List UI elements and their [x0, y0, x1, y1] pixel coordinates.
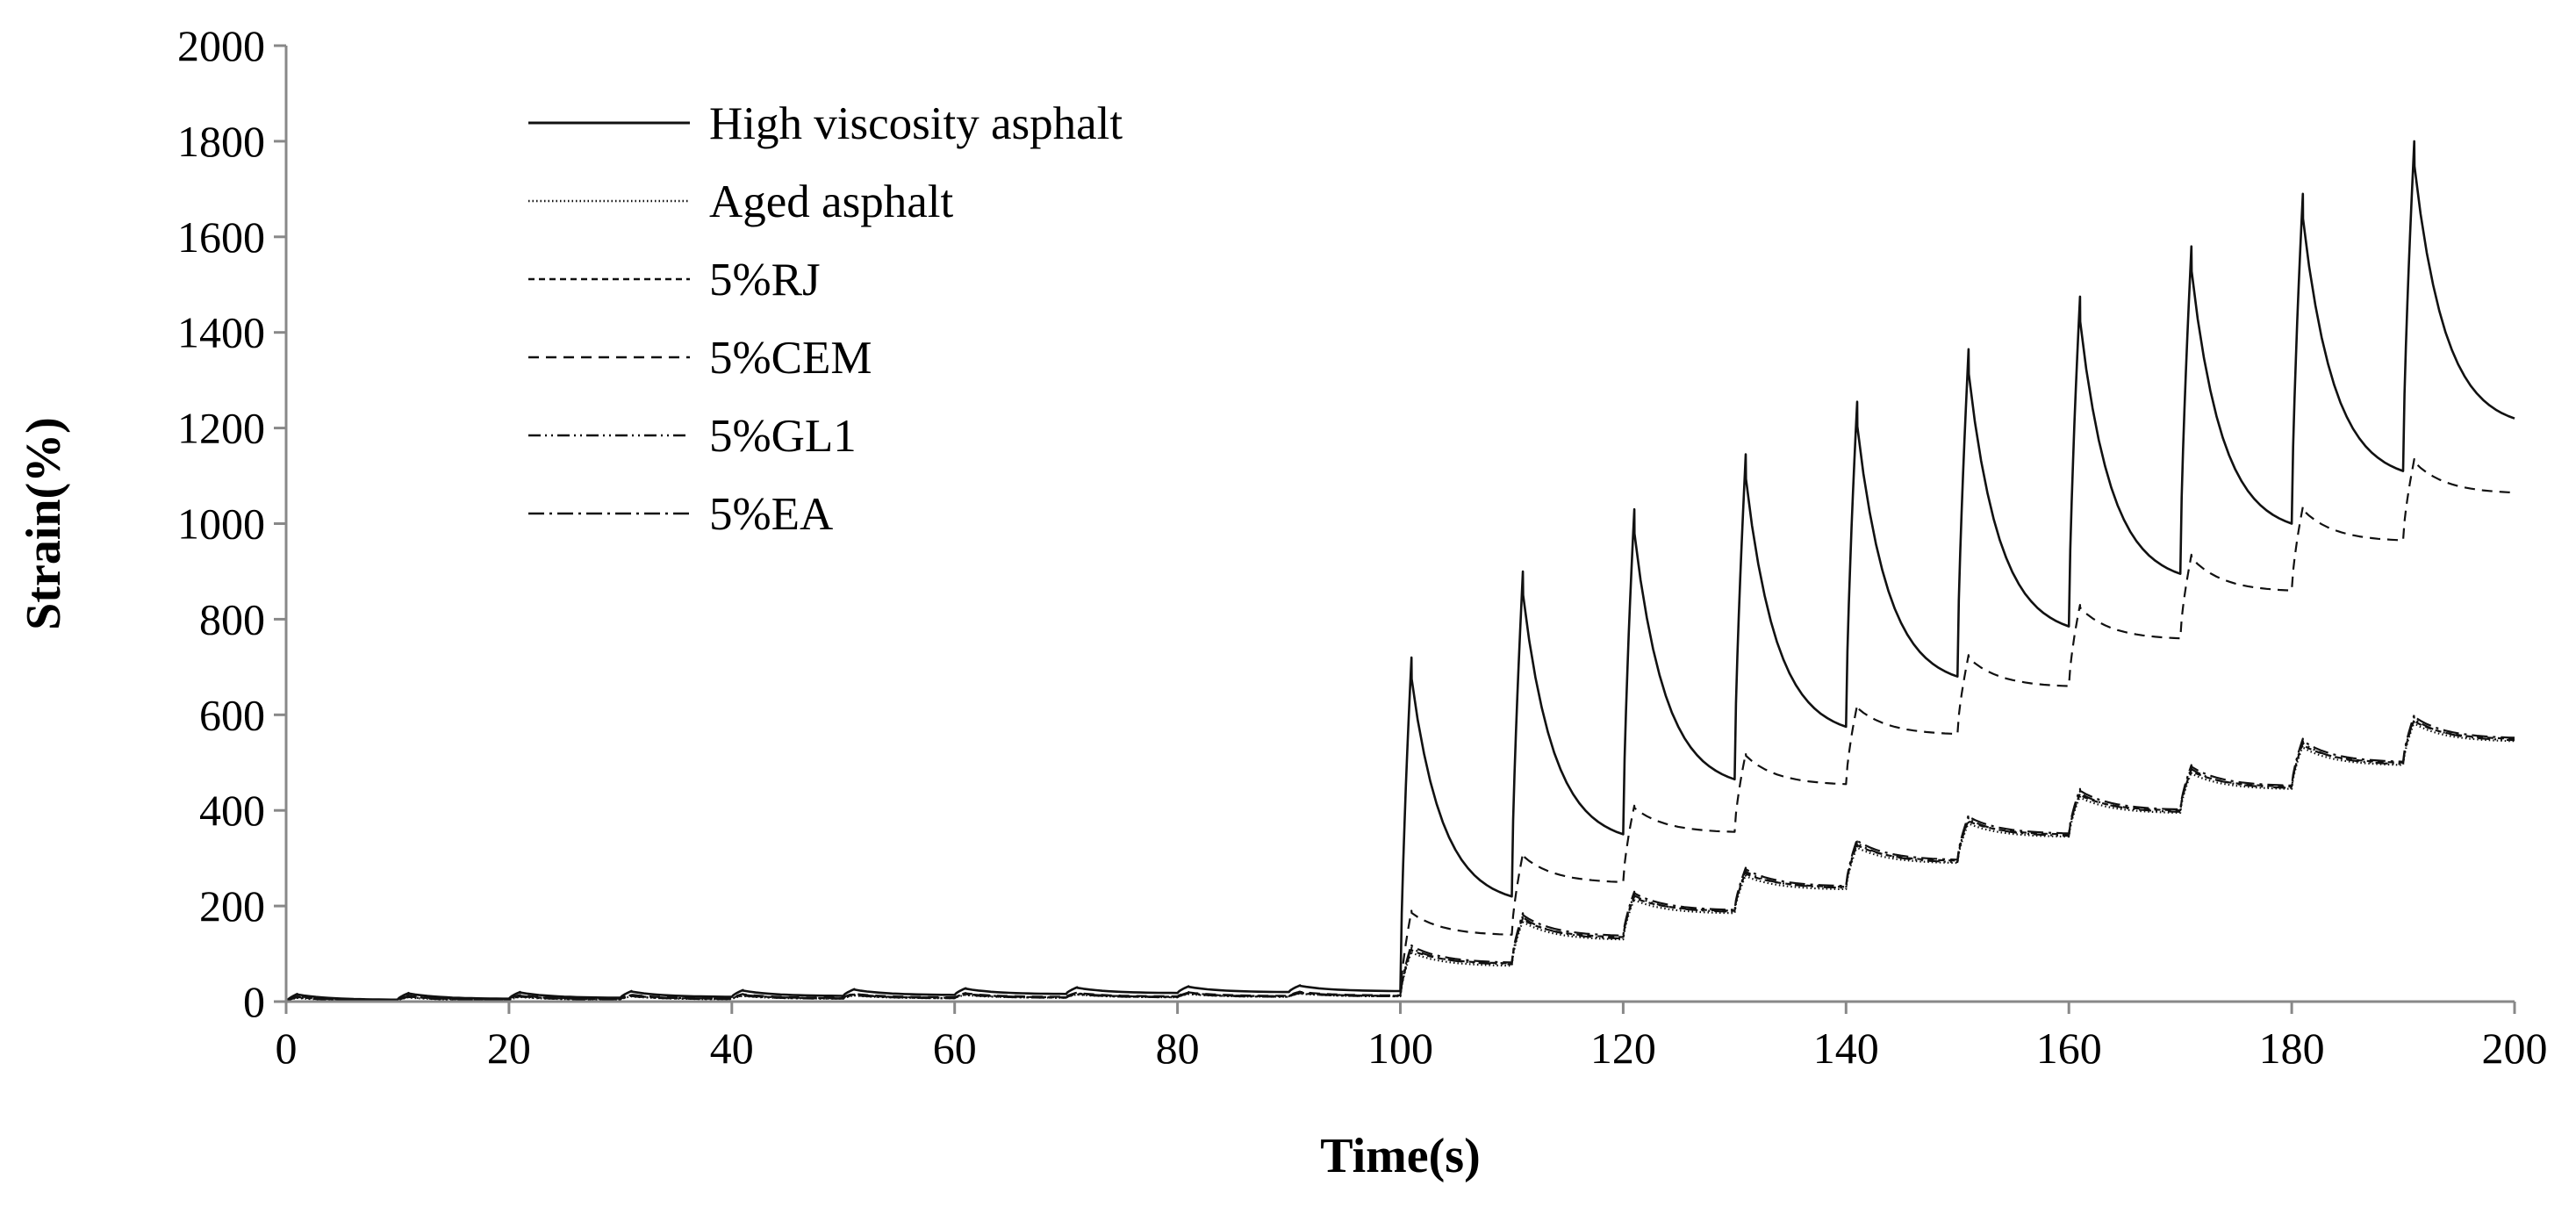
y-tick-label: 2000: [177, 21, 265, 70]
legend-label: 5%CEM: [709, 333, 872, 384]
series-layer: [284, 140, 2515, 1002]
legend-entry-5pct-rj: 5%RJ: [528, 255, 821, 305]
axes-layer: 0 200 400 600 800 1000 1200 1400 1600 1800 2000 0 20…: [17, 21, 2548, 1183]
y-tick-label: 200: [199, 881, 265, 930]
series-line-5pct-ea: [285, 714, 2515, 1002]
x-tick-label: 40: [710, 1024, 754, 1073]
legend-entry-5pct-cem: 5%CEM: [528, 333, 872, 384]
legend-label: 5%GL1: [709, 411, 857, 462]
x-tick-label: 140: [1813, 1024, 1879, 1073]
y-tick-label: 1800: [177, 117, 265, 166]
y-tick-label: 0: [243, 977, 265, 1026]
legend-entry-high-viscosity-asphalt: High viscosity asphalt: [528, 98, 1123, 149]
legend-label: Aged asphalt: [709, 176, 953, 227]
y-tick-label: 400: [199, 786, 265, 835]
legend-entry-aged-asphalt: Aged asphalt: [528, 176, 953, 227]
y-tick-label: 1600: [177, 212, 265, 262]
x-tick-label: 60: [933, 1024, 977, 1073]
x-tick-label: 120: [1590, 1024, 1656, 1073]
legend-label: 5%EA: [709, 489, 833, 540]
y-tick-label: 1400: [177, 308, 265, 357]
x-tick-label: 0: [276, 1024, 298, 1073]
legend: High viscosity asphalt Aged asphalt 5%RJ 5%…: [528, 98, 1123, 540]
y-tick-label: 800: [199, 594, 265, 643]
series-line-high-viscosity-asphalt: [284, 140, 2515, 1002]
x-axis-title: Time(s): [1320, 1129, 1481, 1183]
y-tick-label: 1200: [177, 404, 265, 453]
y-tick-label: 1000: [177, 499, 265, 549]
x-tick-label: 160: [2036, 1024, 2102, 1073]
x-tick-label: 180: [2259, 1024, 2325, 1073]
x-tick-label: 20: [487, 1024, 531, 1073]
x-tick-label: 80: [1156, 1024, 1200, 1073]
y-tick-label: 600: [199, 690, 265, 739]
legend-entry-5pct-gl1: 5%GL1: [528, 411, 857, 462]
x-tick-label: 200: [2482, 1024, 2548, 1073]
legend-label: High viscosity asphalt: [709, 98, 1123, 149]
y-axis-title: Strain(%): [17, 417, 71, 630]
legend-entry-5pct-ea: 5%EA: [528, 489, 833, 540]
legend-label: 5%RJ: [709, 255, 821, 305]
x-tick-label: 100: [1367, 1024, 1433, 1073]
